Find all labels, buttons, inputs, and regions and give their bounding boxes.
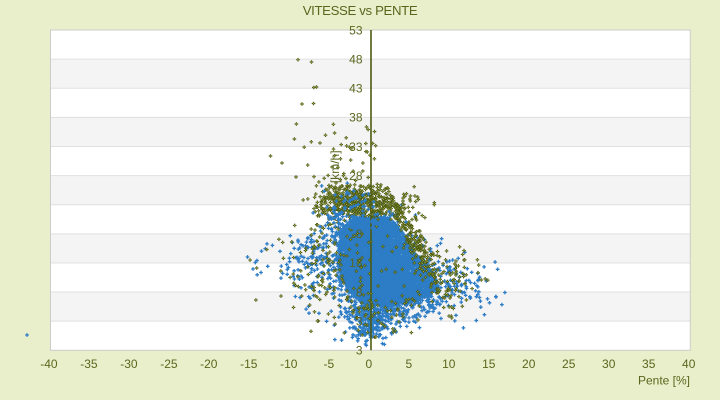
svg-text:10: 10 [442, 357, 456, 371]
svg-text:Pente [%]: Pente [%] [638, 374, 690, 388]
svg-text:-30: -30 [120, 357, 138, 371]
svg-text:33: 33 [349, 140, 363, 154]
svg-text:35: 35 [642, 357, 656, 371]
svg-text:53: 53 [349, 23, 363, 37]
svg-text:30: 30 [602, 357, 616, 371]
svg-text:-25: -25 [160, 357, 178, 371]
svg-text:-20: -20 [200, 357, 218, 371]
svg-text:-35: -35 [80, 357, 98, 371]
svg-text:8: 8 [356, 285, 363, 299]
svg-text:48: 48 [349, 52, 363, 66]
svg-text:VITESSE vs PENTE: VITESSE vs PENTE [303, 3, 418, 18]
svg-text:-15: -15 [240, 357, 258, 371]
svg-text:-40: -40 [40, 357, 58, 371]
svg-text:-10: -10 [280, 357, 298, 371]
svg-text:40: 40 [682, 357, 696, 371]
svg-text:38: 38 [349, 111, 363, 125]
svg-text:20: 20 [522, 357, 536, 371]
svg-text:43: 43 [349, 82, 363, 96]
svg-text:15: 15 [482, 357, 496, 371]
svg-text:25: 25 [562, 357, 576, 371]
svg-text:3: 3 [356, 315, 363, 329]
svg-text:0: 0 [365, 357, 372, 371]
svg-text:28: 28 [349, 169, 363, 183]
svg-text:3: 3 [356, 343, 363, 357]
svg-text:-5: -5 [323, 357, 334, 371]
svg-text:5: 5 [405, 357, 412, 371]
